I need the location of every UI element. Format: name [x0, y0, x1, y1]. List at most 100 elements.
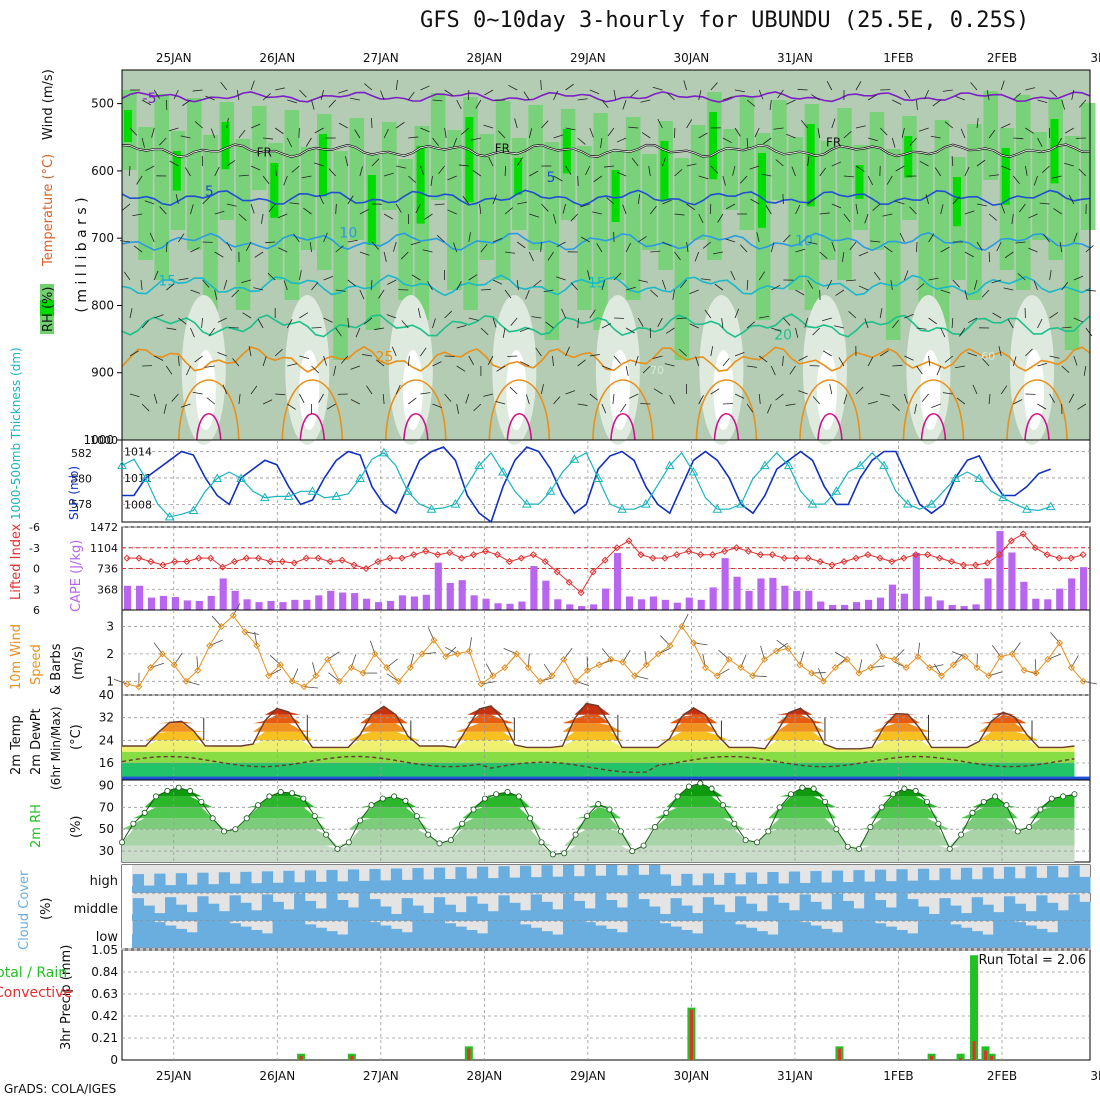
cloud-layer-bar — [423, 879, 435, 893]
wind-barb — [657, 317, 663, 328]
rh-band — [122, 818, 1075, 830]
wind-barb — [1012, 175, 1020, 185]
li-marker — [948, 558, 956, 566]
wind-barb — [205, 95, 215, 101]
cape-bar — [888, 584, 897, 610]
thickness-marker — [998, 492, 1008, 502]
date-label-top: 1FEB — [883, 51, 913, 65]
wind-barb — [320, 89, 324, 100]
wind-barb — [964, 210, 975, 215]
isotherm-label: 10 — [339, 226, 357, 242]
cloud-layer-bar — [778, 921, 790, 948]
wind-barb — [667, 92, 675, 101]
pressure-tick-label: 700 — [91, 231, 114, 245]
date-label-top: 3FEB — [1090, 51, 1100, 65]
li-marker — [661, 554, 669, 562]
cloud-layer-bar — [175, 928, 188, 948]
wind-barb — [674, 251, 681, 261]
cape-bar — [817, 601, 825, 610]
cloud-layer-bar — [530, 927, 542, 948]
precip-convective-legend: Convective — [0, 985, 72, 1001]
rh-very-dry-core — [299, 350, 320, 430]
wind-barb — [335, 327, 342, 337]
cloud-layer-bar — [347, 907, 360, 921]
rh-marker — [572, 831, 579, 838]
wind-barb — [190, 289, 201, 294]
li-marker — [231, 558, 239, 566]
wind-barb — [456, 365, 466, 372]
wind-barb — [396, 165, 407, 169]
wind-barb — [561, 308, 566, 319]
wind-barb — [831, 118, 836, 129]
wind-barb — [996, 241, 1002, 252]
wind-barb — [765, 205, 772, 215]
wind-barb — [371, 158, 380, 167]
wind-barb — [843, 394, 848, 405]
cloud-layer-bar — [960, 913, 973, 921]
cape-bar — [434, 562, 442, 610]
wind-barb — [746, 279, 749, 291]
cape-bar — [124, 585, 132, 610]
minmax-axis-title: (6hr Min/Max) — [49, 707, 63, 791]
wind-barb — [393, 241, 397, 252]
wind-barb — [260, 213, 264, 224]
wind-barb — [580, 236, 590, 243]
wind-barb — [925, 194, 929, 205]
wind-barb — [492, 237, 503, 243]
cloud-layer-bar — [304, 870, 317, 893]
wind-barb — [683, 80, 687, 91]
cloud-layer-bar — [466, 930, 478, 948]
wind-barb — [823, 350, 833, 357]
cloud-layer-bar — [455, 912, 467, 921]
wind-barb — [383, 251, 387, 262]
page-title: GFS 0~10day 3-hourly for UBUNDU (25.5E, … — [420, 8, 1030, 33]
wind-barb — [565, 165, 572, 175]
wind-speed-marker — [147, 664, 155, 672]
rh-marker — [504, 789, 511, 796]
li-marker — [1019, 530, 1027, 538]
wind-barb — [480, 243, 488, 253]
wind-barb — [163, 403, 167, 414]
cape-bar — [135, 585, 144, 610]
wind-barb — [262, 399, 273, 405]
cloud-layer-bar — [455, 926, 467, 948]
rh-moist-band — [479, 134, 495, 260]
wind-barb — [771, 327, 781, 332]
isotherm-label: 15 — [158, 273, 176, 289]
wind-speed-marker — [808, 669, 816, 677]
date-label-top: 25JAN — [156, 51, 192, 65]
cape-bar — [339, 592, 347, 610]
wind-barb — [1013, 399, 1023, 405]
cloud-layer-bar — [896, 869, 908, 893]
thickness-axis-title: 1000-500mb Thickness (dm) — [9, 347, 23, 520]
isotherm-label: -5 — [143, 91, 157, 107]
li-marker — [398, 554, 406, 562]
wind-barb — [904, 270, 909, 281]
isotherm-label: 10 — [795, 234, 813, 250]
li-marker — [481, 547, 490, 555]
cloud-layer-bar — [562, 921, 575, 948]
rh-saturated-patch — [904, 136, 913, 178]
rh-marker — [300, 795, 307, 802]
rh-marker — [130, 820, 137, 827]
wind-barb — [214, 251, 224, 258]
warm-dome — [281, 379, 344, 441]
wind-barb — [721, 318, 724, 329]
wind-barb — [640, 99, 651, 103]
cloud-layer-bar — [272, 882, 284, 893]
thickness-marker — [879, 460, 889, 470]
wind-barb — [601, 280, 606, 291]
rh-moist-band — [772, 100, 787, 200]
cloud-layer-bar — [423, 921, 435, 948]
wind-barb — [746, 99, 756, 107]
wind-barb — [577, 318, 579, 329]
thickness-marker — [212, 473, 223, 482]
rh-moist-band — [398, 159, 413, 300]
thickness-marker — [331, 491, 342, 500]
hot-dome — [195, 412, 222, 441]
rh-axis-title: 2m RH — [29, 804, 44, 848]
wind-barb — [932, 99, 941, 107]
wind-barb — [278, 247, 288, 253]
cloud-layer-bar — [681, 930, 693, 948]
wind-barb — [982, 358, 990, 367]
